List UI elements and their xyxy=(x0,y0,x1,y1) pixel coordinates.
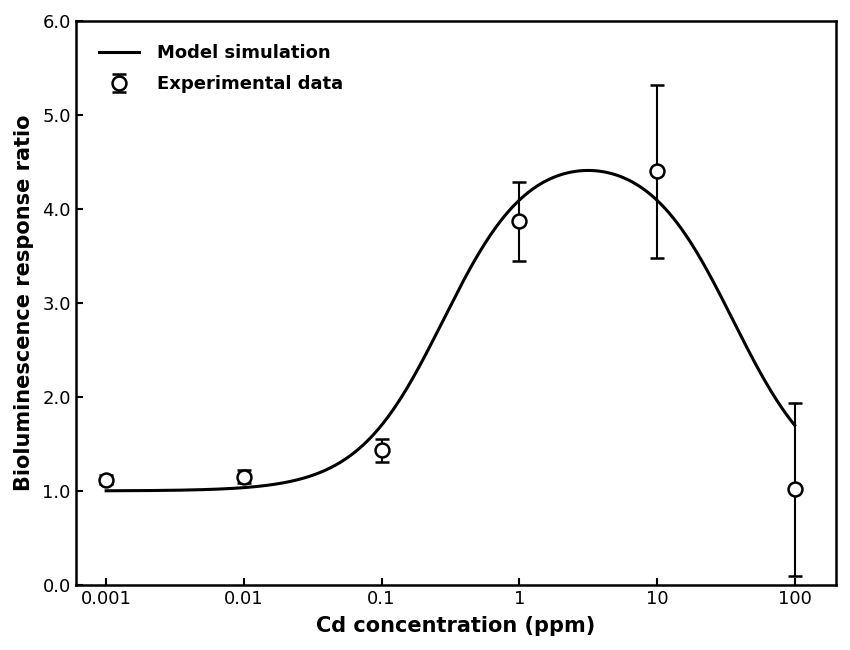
Model simulation xyxy=(405,380,415,388)
Line: Model simulation: Model simulation xyxy=(106,170,795,491)
Model simulation xyxy=(790,421,800,429)
Model simulation xyxy=(101,487,111,495)
Model simulation xyxy=(172,486,182,494)
Model simulation xyxy=(638,185,649,193)
Model simulation xyxy=(574,167,584,175)
Model simulation xyxy=(379,417,389,425)
Model simulation xyxy=(583,166,593,174)
X-axis label: Cd concentration (ppm): Cd concentration (ppm) xyxy=(316,616,596,636)
Y-axis label: Bioluminescence response ratio: Bioluminescence response ratio xyxy=(14,114,34,491)
Legend: Model simulation, Experimental data: Model simulation, Experimental data xyxy=(85,30,357,107)
Model simulation xyxy=(651,196,661,203)
